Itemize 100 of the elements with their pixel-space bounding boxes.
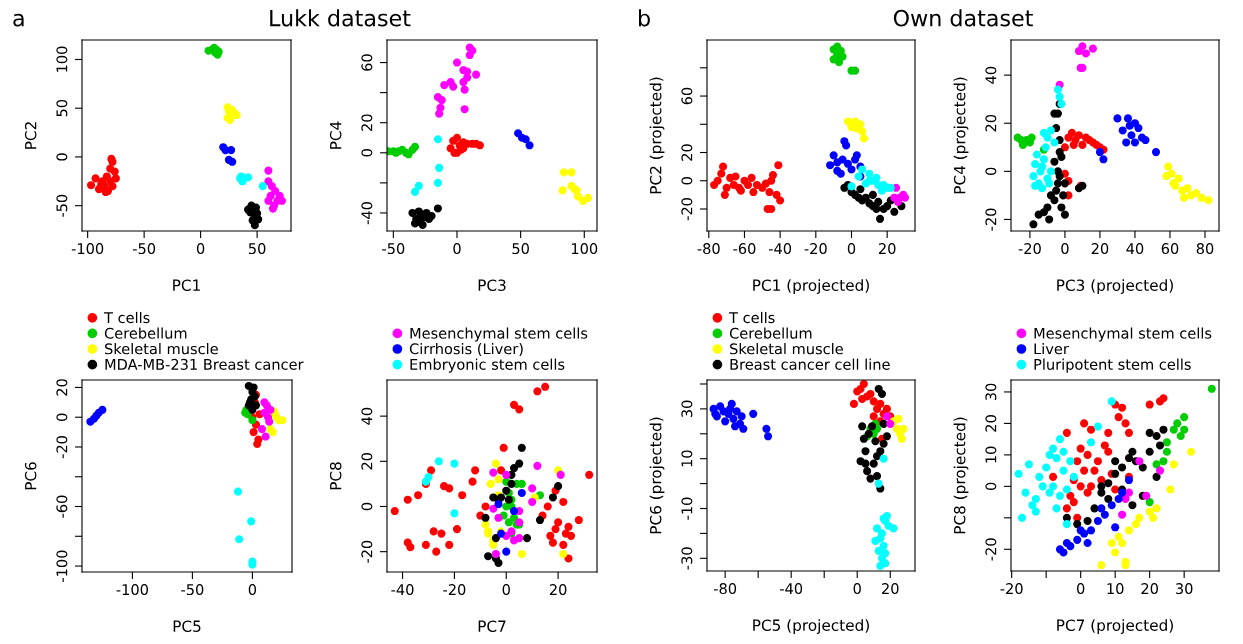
x-axis-title: PC1 (projected) xyxy=(753,279,869,294)
x-tick-label: -50 xyxy=(181,584,204,596)
x-axis-title: PC7 (projected) xyxy=(1057,619,1173,634)
y-tick-label: -10 xyxy=(681,497,693,520)
y-tick-label: -20 xyxy=(985,208,997,231)
y-tick-label: 20 xyxy=(681,144,693,161)
y-tick-label: 60 xyxy=(361,54,373,71)
y-tick-label: -20 xyxy=(681,198,693,221)
legend-label: Liver xyxy=(1034,343,1069,355)
x-tick-label: -20 xyxy=(1000,583,1023,595)
text: b xyxy=(639,9,650,27)
x-axis-title: PC5 (projected) xyxy=(753,619,869,634)
y-tick-label: 0 xyxy=(985,167,997,176)
y-tick-label: 20 xyxy=(56,379,68,396)
text: Own dataset xyxy=(893,9,1033,27)
y-tick-label: -20 xyxy=(56,436,68,459)
y-tick-label: 40 xyxy=(985,66,997,84)
legend-label: MDA-MB-231 Breast cancer xyxy=(105,358,304,370)
y-tick-label: 0 xyxy=(56,153,68,161)
legend-label: Cerebellum xyxy=(104,327,187,339)
x-tick-label: 20 xyxy=(878,243,896,255)
x-tick-label: -50 xyxy=(132,243,156,255)
y-tick-label: 0 xyxy=(56,413,68,421)
x-tick-label: 0 xyxy=(853,583,861,595)
y-axis-title: PC2 xyxy=(24,122,37,149)
x-tick-label: 80 xyxy=(1196,243,1214,255)
y-axis-title: PC8 (projected) xyxy=(953,417,969,534)
y-axis-title: PC6 (projected) xyxy=(649,417,665,534)
x-tick-label: -20 xyxy=(1018,243,1041,255)
text: a xyxy=(13,13,24,27)
y-tick-label: 20 xyxy=(361,453,373,470)
x-tick-label: 0 xyxy=(248,584,257,596)
x-tick-label: 20 xyxy=(549,584,567,596)
x-tick-label: -100 xyxy=(71,243,104,255)
x-axis-title: PC3 xyxy=(478,279,506,291)
legend-label: T cells xyxy=(729,311,775,324)
x-tick-label: 20 xyxy=(882,583,899,595)
y-tick-label: 0 xyxy=(985,482,997,491)
x-tick-label: 60 xyxy=(1161,243,1179,255)
y-axis-title: PC6 xyxy=(24,462,37,490)
legend-label: Mesenchymal stem cells xyxy=(410,327,588,342)
x-tick-label: 10 xyxy=(1107,583,1124,595)
y-axis-title: PC2 (projected) xyxy=(649,77,665,194)
y-tick-label: -60 xyxy=(56,495,68,518)
y-tick-label: 0 xyxy=(361,149,373,157)
x-tick-label: -80 xyxy=(697,243,720,255)
x-tick-label: -20 xyxy=(443,584,466,596)
x-tick-label: -80 xyxy=(713,583,737,595)
x-tick-label: 0 xyxy=(1061,243,1069,255)
legend-label: Mesenchymal stem cells xyxy=(1034,327,1212,342)
x-tick-label: 0 xyxy=(453,243,461,255)
legend-label: Skeletal muscle xyxy=(105,343,218,355)
x-tick-label: 0 xyxy=(847,243,856,255)
x-tick-label: 0 xyxy=(502,584,510,596)
legend-label: T cells xyxy=(104,311,150,324)
x-tick-label: -40 xyxy=(391,584,414,596)
y-axis-title: PC4 (projected) xyxy=(953,77,969,194)
y-tick-label: 20 xyxy=(985,114,997,132)
x-tick-label: -100 xyxy=(116,584,148,596)
legend-label: Skeletal muscle xyxy=(730,343,843,355)
x-tick-label: 0 xyxy=(196,243,205,255)
y-tick-label: 100 xyxy=(56,46,68,72)
y-tick-label: 0 xyxy=(361,502,373,511)
y-tick-label: 10 xyxy=(681,450,693,467)
legend-label: Pluripotent stem cells xyxy=(1034,358,1191,373)
x-tick-label: -40 xyxy=(779,583,803,595)
x-tick-label: 100 xyxy=(571,243,598,255)
y-tick-label: 50 xyxy=(56,99,68,117)
legend-label: Cerebellum xyxy=(729,327,812,339)
y-tick-label: 20 xyxy=(985,415,997,432)
x-tick-label: -50 xyxy=(382,243,405,255)
x-tick-label: 50 xyxy=(248,243,266,255)
legend-label: Cirrhosis (Liver) xyxy=(409,343,523,357)
y-axis-title: PC4 xyxy=(329,121,342,149)
x-tick-label: -20 xyxy=(804,243,827,255)
y-tick-label: 60 xyxy=(681,87,693,105)
x-tick-label: 40 xyxy=(1126,243,1144,255)
x-axis-title: PC7 xyxy=(478,620,506,632)
x-tick-label: 50 xyxy=(512,243,529,255)
y-tick-label: -40 xyxy=(361,202,373,225)
x-axis-title: PC1 xyxy=(173,279,200,291)
y-tick-label: -20 xyxy=(985,538,997,561)
x-tick-label: 30 xyxy=(1175,583,1193,595)
y-tick-label: 40 xyxy=(361,407,373,425)
x-tick-label: 20 xyxy=(1141,583,1158,595)
y-tick-label: 30 xyxy=(681,400,693,418)
y-tick-label: 30 xyxy=(985,383,997,401)
legend-label: Embryonic stem cells xyxy=(410,358,565,373)
y-tick-label: 10 xyxy=(985,446,997,463)
x-axis-title: PC3 (projected) xyxy=(1057,279,1173,294)
y-tick-label: -50 xyxy=(56,194,68,217)
y-axis-title: PC8 xyxy=(329,462,342,490)
y-tick-label: -30 xyxy=(681,547,693,570)
legend-label: Breast cancer cell line xyxy=(730,358,890,370)
y-tick-label: -20 xyxy=(361,540,373,563)
x-tick-label: 0 xyxy=(1077,583,1085,595)
x-axis-title: PC5 xyxy=(173,620,201,632)
x-tick-label: 20 xyxy=(1091,243,1109,255)
x-tick-label: -60 xyxy=(733,243,756,255)
text: Lukk dataset xyxy=(270,9,411,27)
